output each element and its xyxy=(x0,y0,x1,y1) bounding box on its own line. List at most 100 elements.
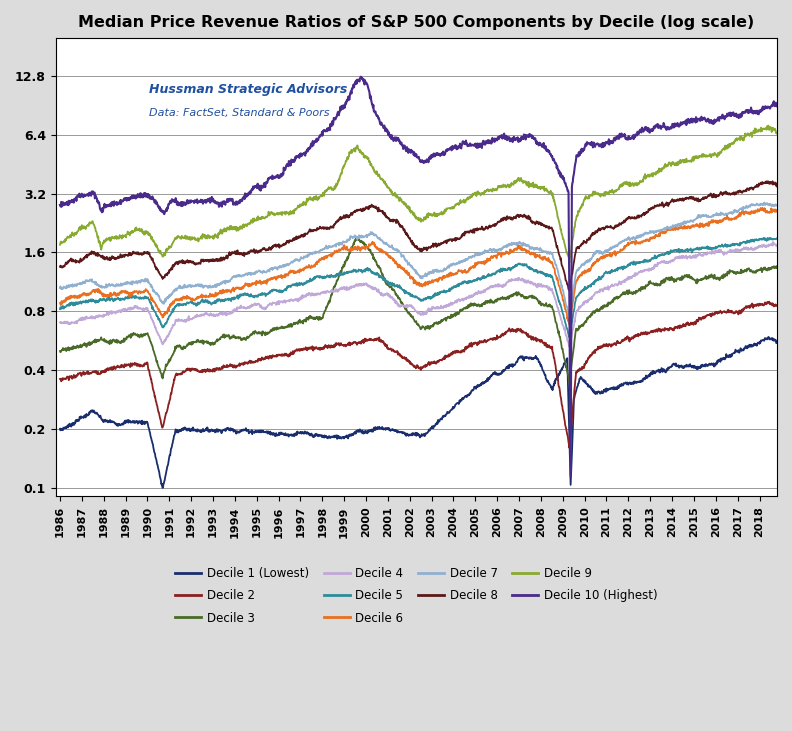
Decile 2 xyxy=(204,367,214,376)
Decile 5 xyxy=(452,282,462,291)
Decile 6 xyxy=(63,295,73,303)
Decile 1 (Lowest) xyxy=(139,418,148,427)
Title: Median Price Revenue Ratios of S&P 500 Components by Decile (log scale): Median Price Revenue Ratios of S&P 500 C… xyxy=(78,15,755,30)
Decile 9 xyxy=(139,227,148,236)
Line: Decile 5: Decile 5 xyxy=(60,235,782,337)
Decile 4 xyxy=(383,289,392,298)
Decile 8 xyxy=(63,257,73,266)
Decile 5 xyxy=(63,301,73,310)
Decile 1 (Lowest) xyxy=(63,420,73,429)
Decile 8 xyxy=(139,250,148,259)
Decile 4 xyxy=(55,318,65,327)
Line: Decile 8: Decile 8 xyxy=(60,181,782,290)
Decile 6 xyxy=(565,320,574,329)
Decile 3 xyxy=(55,346,65,355)
Decile 7 xyxy=(680,217,689,226)
Decile 9 xyxy=(777,132,786,140)
Decile 9 xyxy=(452,200,462,208)
Decile 2 xyxy=(383,344,392,353)
Decile 2 xyxy=(55,374,65,383)
Decile 3 xyxy=(353,232,363,241)
Decile 3 xyxy=(63,343,73,352)
Text: Hussman Strategic Advisors: Hussman Strategic Advisors xyxy=(150,83,348,96)
Decile 4 xyxy=(452,298,462,306)
Decile 4 xyxy=(204,311,214,320)
Decile 7 xyxy=(204,281,214,290)
Decile 10 (Highest) xyxy=(63,201,73,210)
Decile 5 xyxy=(139,295,148,303)
Decile 9 xyxy=(204,234,214,243)
Decile 3 xyxy=(777,262,786,271)
Decile 1 (Lowest) xyxy=(158,483,167,492)
Decile 2 xyxy=(452,348,462,357)
Line: Decile 10 (Highest): Decile 10 (Highest) xyxy=(60,77,782,476)
Decile 1 (Lowest) xyxy=(383,423,392,432)
Decile 3 xyxy=(680,271,689,280)
Decile 2 xyxy=(777,302,786,311)
Decile 8 xyxy=(55,262,65,271)
Decile 10 (Highest) xyxy=(55,200,65,209)
Decile 7 xyxy=(777,200,786,209)
Decile 8 xyxy=(204,257,214,265)
Legend: Decile 1 (Lowest), Decile 2, Decile 3, Decile 4, Decile 5, Decile 6, Decile 7, D: Decile 1 (Lowest), Decile 2, Decile 3, D… xyxy=(171,562,662,629)
Decile 3 xyxy=(565,378,574,387)
Decile 4 xyxy=(139,306,148,315)
Decile 8 xyxy=(383,213,392,221)
Decile 3 xyxy=(383,281,392,289)
Decile 2 xyxy=(139,360,148,369)
Text: Data: FactSet, Standard & Poors: Data: FactSet, Standard & Poors xyxy=(150,108,330,118)
Decile 7 xyxy=(565,312,574,321)
Decile 2 xyxy=(565,444,574,452)
Decile 6 xyxy=(204,292,214,301)
Line: Decile 3: Decile 3 xyxy=(60,237,782,382)
Decile 10 (Highest) xyxy=(680,117,689,126)
Decile 4 xyxy=(565,342,574,351)
Decile 10 (Highest) xyxy=(383,127,392,136)
Decile 1 (Lowest) xyxy=(680,362,689,371)
Decile 5 xyxy=(680,246,689,255)
Decile 2 xyxy=(63,374,73,382)
Decile 6 xyxy=(777,210,786,219)
Decile 8 xyxy=(777,181,786,190)
Line: Decile 1 (Lowest): Decile 1 (Lowest) xyxy=(60,337,782,488)
Decile 3 xyxy=(139,330,148,338)
Line: Decile 9: Decile 9 xyxy=(60,126,782,262)
Decile 10 (Highest) xyxy=(565,471,575,480)
Decile 9 xyxy=(383,181,392,190)
Decile 7 xyxy=(383,240,392,249)
Decile 10 (Highest) xyxy=(777,102,786,110)
Line: Decile 4: Decile 4 xyxy=(60,242,782,346)
Decile 10 (Highest) xyxy=(139,192,148,201)
Decile 10 (Highest) xyxy=(453,143,463,152)
Decile 1 (Lowest) xyxy=(777,338,786,347)
Decile 5 xyxy=(565,333,574,341)
Decile 10 (Highest) xyxy=(204,197,214,205)
Decile 8 xyxy=(680,195,689,204)
Decile 5 xyxy=(204,298,214,306)
Decile 9 xyxy=(63,233,73,242)
Decile 8 xyxy=(565,286,574,295)
Line: Decile 6: Decile 6 xyxy=(60,208,782,325)
Decile 6 xyxy=(55,299,65,308)
Decile 4 xyxy=(768,238,778,246)
Decile 8 xyxy=(763,177,773,186)
Decile 3 xyxy=(453,308,463,317)
Decile 2 xyxy=(764,298,774,306)
Decile 4 xyxy=(777,240,786,249)
Decile 7 xyxy=(760,198,769,207)
Decile 6 xyxy=(452,269,462,278)
Line: Decile 2: Decile 2 xyxy=(60,302,782,448)
Decile 7 xyxy=(55,284,65,292)
Decile 6 xyxy=(139,287,148,295)
Decile 6 xyxy=(680,224,689,232)
Decile 9 xyxy=(565,258,574,267)
Decile 9 xyxy=(55,240,65,249)
Decile 1 (Lowest) xyxy=(55,425,65,433)
Decile 7 xyxy=(452,260,462,268)
Decile 9 xyxy=(680,156,689,164)
Decile 7 xyxy=(139,277,148,286)
Decile 5 xyxy=(777,231,786,240)
Decile 4 xyxy=(680,253,689,262)
Line: Decile 7: Decile 7 xyxy=(60,202,782,317)
Decile 3 xyxy=(204,339,214,348)
